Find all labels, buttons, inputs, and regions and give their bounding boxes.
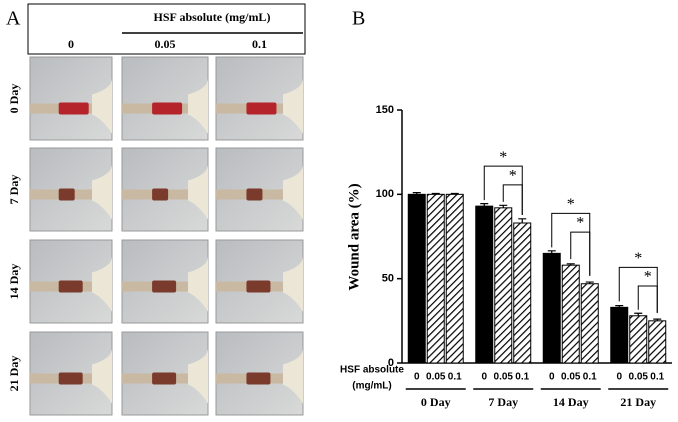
body (188, 164, 208, 220)
significance-bracket (502, 184, 523, 216)
body (188, 348, 208, 404)
panel-label: A (6, 8, 21, 30)
error-bar (412, 192, 421, 195)
panel-label: B (352, 8, 365, 30)
header: HSF absolute (mg/mL) (154, 10, 271, 24)
error-bar (566, 263, 575, 266)
wound (152, 102, 183, 115)
x-tick-label: 14 Day (553, 395, 589, 409)
bar (475, 205, 494, 364)
significance-label: * (634, 250, 642, 267)
bar (561, 264, 580, 364)
bar (629, 315, 648, 364)
body (188, 78, 208, 134)
wound (58, 372, 83, 385)
series-label: 0 (414, 372, 420, 383)
wound (58, 280, 83, 293)
significance-label: * (509, 168, 517, 185)
wound (246, 280, 271, 293)
significance-label: * (499, 149, 507, 166)
treatment-label: (mg/mL) (352, 381, 391, 392)
y-tick-label: 50 (382, 273, 394, 285)
body (92, 78, 112, 134)
wound (246, 102, 277, 115)
error-bar (518, 218, 527, 224)
error-bar (499, 204, 508, 208)
row-label: 14 Day (7, 264, 21, 300)
bar (580, 283, 599, 364)
column-label: 0 (68, 37, 74, 51)
x-tick-label: 0 Day (421, 395, 451, 409)
series-label: 0.1 (515, 372, 529, 383)
error-bar (653, 318, 662, 321)
series-label: 0 (481, 372, 487, 383)
x-tick-label: 7 Day (488, 395, 518, 409)
error-bar (431, 192, 440, 195)
bar (542, 252, 561, 364)
body (283, 164, 303, 220)
bar (610, 306, 629, 364)
error-bar (480, 203, 489, 207)
y-axis-label: Wound area (%) (346, 183, 362, 290)
body (92, 348, 112, 404)
error-bar (615, 305, 624, 308)
significance-bracket (637, 285, 658, 313)
column-label: 0.1 (252, 37, 267, 51)
bar (648, 320, 667, 364)
significance-label: * (644, 269, 652, 286)
series-label: 0.05 (561, 372, 581, 383)
error-bar (450, 192, 459, 195)
significance-bracket (570, 231, 591, 276)
series-label: 0 (549, 372, 555, 383)
bar (494, 207, 513, 364)
x-tick-label: 21 Day (620, 395, 656, 409)
wound (58, 102, 89, 115)
error-bar (585, 281, 594, 284)
header-box (27, 3, 306, 55)
wound (58, 188, 75, 201)
error-bar (547, 250, 556, 254)
series-label: 0.05 (494, 372, 514, 383)
row-label: 7 Day (7, 175, 21, 205)
series-label: 0.1 (583, 372, 597, 383)
y-tick-label: 150 (376, 104, 394, 116)
body (92, 256, 112, 312)
significance-label: * (576, 215, 584, 232)
body (283, 78, 303, 134)
column-label: 0.05 (155, 37, 176, 51)
row-label: 21 Day (7, 356, 21, 392)
body (188, 256, 208, 312)
bar (426, 193, 445, 364)
series-label: 0.05 (629, 372, 649, 383)
wound (152, 188, 169, 201)
wound (246, 188, 263, 201)
bar (513, 222, 532, 364)
significance-label: * (567, 196, 575, 213)
series-label: 0.05 (426, 372, 446, 383)
bar (445, 193, 464, 364)
body (92, 164, 112, 220)
y-tick-label: 0 (388, 357, 394, 369)
row-label: 0 Day (7, 84, 21, 114)
wound (246, 372, 271, 385)
treatment-label: HSF absolute (340, 365, 404, 376)
series-label: 0.1 (650, 372, 664, 383)
series-label: 0 (616, 372, 622, 383)
body (283, 348, 303, 404)
wound (152, 280, 177, 293)
series-label: 0.1 (448, 372, 462, 383)
bar (407, 193, 426, 364)
error-bar (634, 312, 643, 316)
y-tick-label: 100 (376, 188, 394, 200)
body (283, 256, 303, 312)
wound (152, 372, 177, 385)
